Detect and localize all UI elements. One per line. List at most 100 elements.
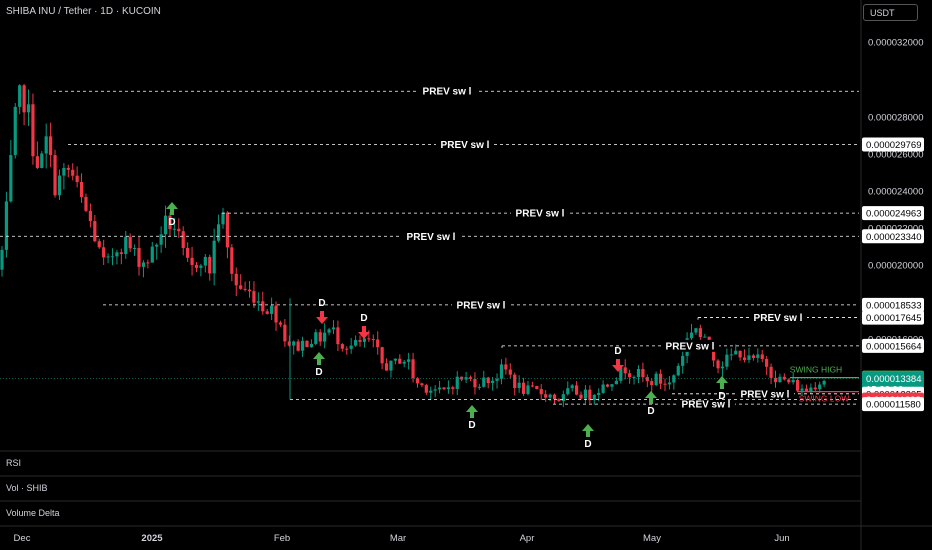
candle-body	[230, 247, 234, 274]
candle-body	[548, 394, 552, 398]
candle-body	[451, 387, 455, 389]
candle-body	[491, 380, 495, 384]
candle-body	[119, 252, 123, 254]
symbol-title: SHIBA INU / Tether · 1D · KUCOIN	[6, 6, 161, 17]
prev-swing-level-label: PREV sw l	[516, 209, 565, 220]
level-label-bg	[677, 398, 735, 411]
candle-body	[535, 386, 539, 390]
candle-body	[716, 360, 720, 369]
candle-body	[393, 358, 397, 361]
candle-body	[190, 257, 194, 265]
price-axis-tick: 0.000028000	[868, 113, 923, 124]
candle-body	[376, 339, 380, 348]
candle-body	[40, 153, 44, 168]
candle-body	[632, 377, 636, 379]
candle-body	[773, 377, 778, 383]
candle-body	[71, 169, 75, 176]
candle-body	[650, 381, 654, 386]
candle-body	[672, 375, 676, 383]
candle-body	[787, 379, 791, 383]
candle-body	[318, 332, 322, 342]
bearish-arrow-icon	[358, 326, 370, 339]
candle-body	[411, 359, 415, 379]
candle-body	[380, 347, 384, 364]
candle-body	[102, 247, 106, 258]
candle-body	[323, 332, 327, 342]
candle-body	[150, 246, 154, 263]
candle-body	[468, 377, 473, 379]
candle-body	[729, 354, 733, 356]
bullish-arrow-icon	[466, 405, 478, 418]
price-tag	[862, 338, 924, 353]
candle-body	[247, 289, 252, 292]
candle-body	[84, 196, 88, 211]
candle-body	[756, 354, 760, 358]
candle-body	[314, 332, 318, 344]
candle-body	[252, 291, 256, 303]
candle-body	[544, 394, 548, 398]
candle-body	[327, 329, 331, 333]
candle-body	[66, 168, 70, 170]
candle-body	[57, 175, 62, 196]
candle-body	[53, 155, 57, 196]
candle-body	[605, 384, 610, 387]
price-tag	[862, 137, 924, 152]
candle-body	[216, 224, 221, 241]
candle-body	[557, 399, 561, 402]
candle-body	[658, 373, 663, 384]
candle-body	[415, 378, 420, 384]
candle-body	[460, 376, 464, 380]
rsi-pane-label: RSI	[6, 458, 22, 468]
time-axis-tick: May	[643, 533, 661, 544]
prev-swing-level-label: PREV sw l	[407, 232, 456, 243]
candle-body	[681, 355, 685, 366]
volume-pane-label: Vol · SHIB	[6, 483, 48, 493]
candle-body	[371, 339, 375, 341]
candle-body	[676, 365, 680, 376]
candle-body	[407, 359, 411, 362]
divergence-marker-label: D	[718, 391, 725, 402]
candle-body	[181, 231, 185, 248]
price-tag	[862, 310, 924, 325]
candle-body	[433, 389, 437, 391]
candle-body	[75, 175, 79, 183]
candle-body	[654, 373, 658, 386]
candle-body	[769, 366, 773, 378]
candle-body	[517, 382, 521, 388]
divergence-marker-label: D	[318, 298, 325, 309]
currency-button[interactable]: USDT	[863, 4, 918, 21]
candle-body	[274, 305, 278, 323]
price-tag-label: 0.000011580	[866, 400, 921, 411]
candle-body	[482, 377, 486, 387]
candle-body	[796, 380, 800, 391]
candle-body	[141, 262, 146, 267]
candle-body	[146, 262, 150, 264]
candle-body	[495, 378, 499, 381]
candle-body	[115, 252, 119, 257]
candle-body	[35, 156, 39, 168]
candle-body	[437, 387, 442, 390]
price-axis-tick: 0.000026000	[868, 150, 923, 161]
candle-body	[765, 358, 769, 367]
candle-body	[186, 247, 190, 258]
candle-body	[88, 210, 92, 222]
prev-swing-level-label: PREV sw l	[457, 300, 506, 311]
candle-body	[221, 212, 225, 225]
price-axis-tick: 0.000032000	[868, 38, 923, 49]
candle-body	[384, 363, 389, 371]
bullish-arrow-icon	[645, 391, 657, 404]
price-tag-label: 0.000029769	[866, 140, 921, 151]
candle-body	[742, 357, 747, 360]
candle-body	[561, 394, 565, 402]
candle-body	[0, 249, 4, 270]
candle-body	[619, 367, 623, 381]
price-tag-label: 0.000018533	[866, 300, 921, 311]
candle-body	[539, 389, 543, 395]
candle-body	[486, 377, 490, 384]
candle-body	[9, 155, 13, 202]
prev-swing-level-label: PREV sw l	[741, 389, 790, 400]
candle-body	[597, 392, 601, 395]
candle-body	[521, 382, 526, 394]
